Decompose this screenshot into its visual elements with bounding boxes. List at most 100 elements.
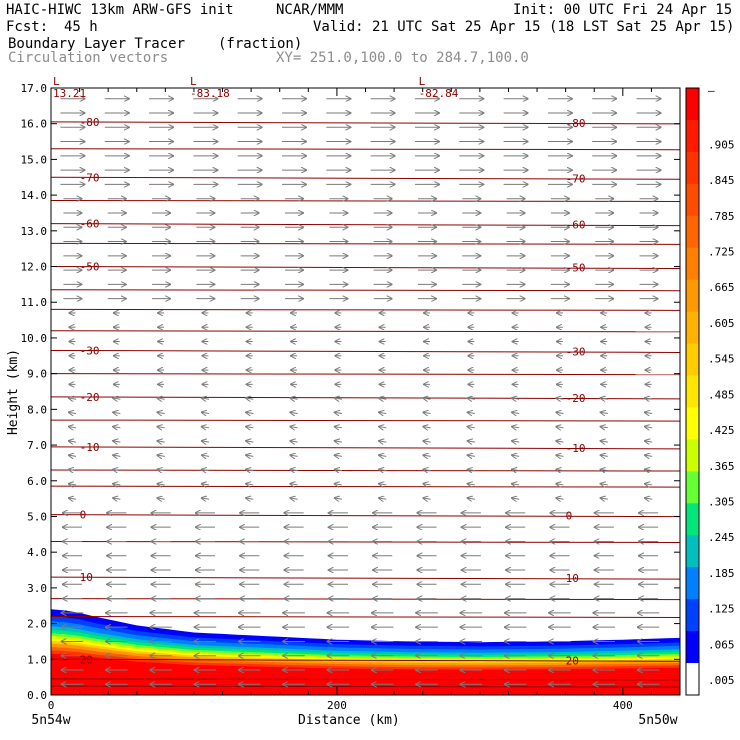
wind-vector <box>113 484 121 485</box>
wind-vector <box>246 455 254 456</box>
wind-vector <box>601 498 608 499</box>
contour-line <box>51 396 680 400</box>
wind-vector <box>423 412 431 413</box>
circulation-vectors <box>60 99 660 685</box>
wind-vector <box>335 469 343 470</box>
contour-label: 20 <box>80 653 93 666</box>
wind-vector <box>290 441 298 442</box>
wind-vector <box>601 398 608 399</box>
org-label: NCAR/MMM <box>276 2 344 18</box>
colorbar-label: .845 <box>708 174 735 187</box>
colorbar-swatch <box>686 663 699 696</box>
y-tick-label: 10.0 <box>21 332 48 345</box>
contour-label: -20 <box>80 391 100 404</box>
wind-vector <box>157 412 165 413</box>
wind-vector <box>113 498 121 499</box>
wind-vector <box>556 469 564 470</box>
contour-label: 0 <box>566 510 573 523</box>
contour-label: -50 <box>566 262 586 275</box>
contour-line <box>51 576 680 580</box>
colorbar-swatch <box>686 183 699 217</box>
wind-vector <box>69 441 77 442</box>
wind-vector <box>246 441 254 442</box>
contour-label: -60 <box>80 218 100 231</box>
y-tick-label: 12.0 <box>21 261 48 274</box>
wind-vector <box>290 427 298 428</box>
colorbar-label: .185 <box>708 567 735 580</box>
colorbar-swatch <box>686 407 699 440</box>
wind-vector <box>423 498 431 499</box>
wind-vector <box>512 412 520 413</box>
axes: 0.0 1.0 2.0 3.0 4.0 5.0 6.0 7.0 8.0 9.0 10.0 11.0 12… <box>21 82 680 712</box>
contour-label: -80 <box>566 117 586 130</box>
low-marker: L <box>53 75 60 88</box>
colorbar-label: .005 <box>708 674 735 687</box>
contour-line <box>51 685 680 688</box>
colorbar-label: .065 <box>708 638 735 651</box>
colorbar-swatch <box>686 279 699 313</box>
wind-vector <box>202 469 210 470</box>
wind-vector <box>645 398 653 399</box>
y-axis-label: Height (km) <box>6 349 21 435</box>
wind-vector <box>601 412 608 413</box>
colorbar-swatch <box>686 151 699 185</box>
wind-vector <box>246 484 254 485</box>
contour-line <box>51 419 680 422</box>
wind-vector <box>468 484 475 485</box>
wind-vector <box>202 498 210 499</box>
wind-vector <box>290 412 298 413</box>
wind-vector <box>157 498 165 499</box>
wind-vector <box>69 455 77 456</box>
wind-vector <box>113 427 121 428</box>
forecast-hour: 45 h <box>64 19 98 35</box>
colorbar-swatch <box>686 503 699 536</box>
contour-label: -70 <box>80 171 100 184</box>
contour-line <box>51 485 680 488</box>
colorbar-swatch <box>686 88 699 121</box>
wind-vector <box>379 484 387 485</box>
wind-vector <box>69 398 77 399</box>
contour-line <box>51 598 680 601</box>
wind-vector <box>556 427 564 428</box>
wind-vector <box>645 441 653 442</box>
colorbar-swatch <box>686 343 699 377</box>
wind-vector <box>157 455 165 456</box>
contour-line <box>51 446 680 450</box>
wind-vector <box>379 455 387 456</box>
wind-vector <box>379 469 387 470</box>
wind-vector <box>157 441 165 442</box>
colorbar-label: .245 <box>708 531 735 544</box>
wind-vector <box>113 412 121 413</box>
y-tick-label: 3.0 <box>27 582 47 595</box>
wind-vector <box>468 498 475 499</box>
wind-vector <box>246 498 254 499</box>
colorbar-label: .485 <box>708 388 735 401</box>
wind-vector <box>113 455 121 456</box>
y-tick-label: 0.0 <box>27 689 47 702</box>
wind-vector <box>423 455 431 456</box>
wind-vector <box>601 484 608 485</box>
wind-vector <box>423 469 431 470</box>
wind-vector <box>202 484 210 485</box>
contour-line <box>51 266 680 270</box>
x-axis-label: Distance (km) <box>298 713 400 728</box>
colorbar-swatch <box>686 247 699 281</box>
wind-vector <box>202 427 210 428</box>
wind-vector <box>379 498 387 499</box>
colorbar-frame <box>685 87 700 696</box>
contour-line <box>51 223 680 227</box>
colorbar-swatch <box>686 375 699 408</box>
temperature-contours <box>51 121 680 688</box>
wind-vector <box>202 441 210 442</box>
colorbar-label: .125 <box>708 603 735 616</box>
wind-vector <box>556 455 564 456</box>
y-tick-label: 2.0 <box>27 618 47 631</box>
contour-line <box>51 148 680 151</box>
colorbar-label: .425 <box>708 424 735 437</box>
contour-label: -10 <box>80 441 100 454</box>
wind-vector <box>512 398 520 399</box>
init-time: Init: 00 UTC Fri 24 Apr 15 <box>513 2 733 18</box>
contour-label: 10 <box>80 571 93 584</box>
contour-line <box>51 373 680 376</box>
wind-vector <box>512 469 520 470</box>
